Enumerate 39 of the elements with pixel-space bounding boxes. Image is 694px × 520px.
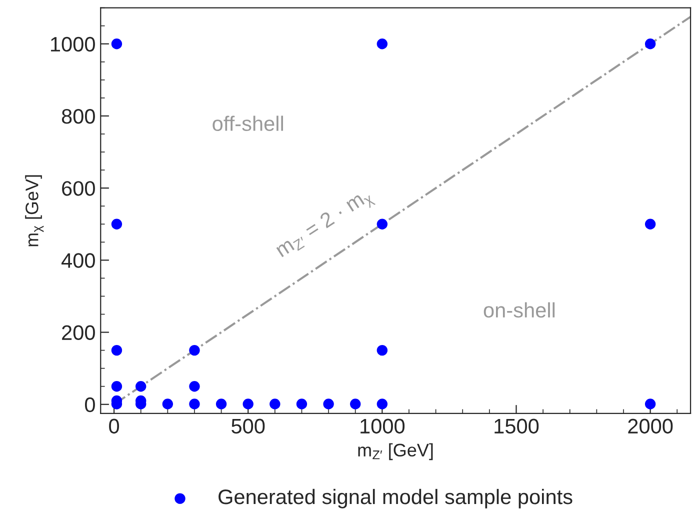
annotation: on-shell xyxy=(484,302,555,318)
y-tick-label: 200 xyxy=(62,325,95,340)
x-axis-title: m$_{Z′}$ [GeV] xyxy=(358,443,433,460)
point xyxy=(189,344,200,356)
y-tick-label: 1000 xyxy=(51,36,95,52)
point xyxy=(111,218,122,230)
point xyxy=(350,398,361,410)
point xyxy=(189,381,200,392)
x-tick-label: 1000 xyxy=(360,418,405,434)
point xyxy=(162,398,174,410)
annotation: off-shell xyxy=(212,116,284,132)
x-tick-label: 0 xyxy=(109,418,120,434)
point xyxy=(644,38,656,50)
point xyxy=(323,398,334,410)
point xyxy=(242,398,254,410)
x-tick-label: 1500 xyxy=(494,418,539,434)
point xyxy=(296,398,308,410)
point xyxy=(135,381,146,392)
point xyxy=(376,38,388,50)
point xyxy=(376,398,388,410)
point xyxy=(189,398,200,410)
point xyxy=(111,381,122,392)
point xyxy=(644,398,656,410)
y-tick-label: 0 xyxy=(84,397,95,412)
point xyxy=(376,218,388,230)
point xyxy=(644,218,656,230)
point xyxy=(376,344,388,356)
point xyxy=(216,398,227,410)
point xyxy=(111,344,122,356)
point xyxy=(270,398,280,410)
y-tick-label: 800 xyxy=(62,108,95,124)
y-tick-label: 600 xyxy=(62,181,95,196)
point xyxy=(111,38,122,50)
x-tick-label: 2000 xyxy=(628,418,673,434)
text: m$_{Z′}$ = 2 · m$_{χ}$ xyxy=(274,186,376,263)
x-tick-label: 500 xyxy=(232,418,265,434)
legend-label: Generated signal model sample points xyxy=(218,488,572,508)
y-tick-label: 400 xyxy=(61,253,95,268)
y-axis-title: m$_{χ}$ [GeV] xyxy=(25,175,44,246)
